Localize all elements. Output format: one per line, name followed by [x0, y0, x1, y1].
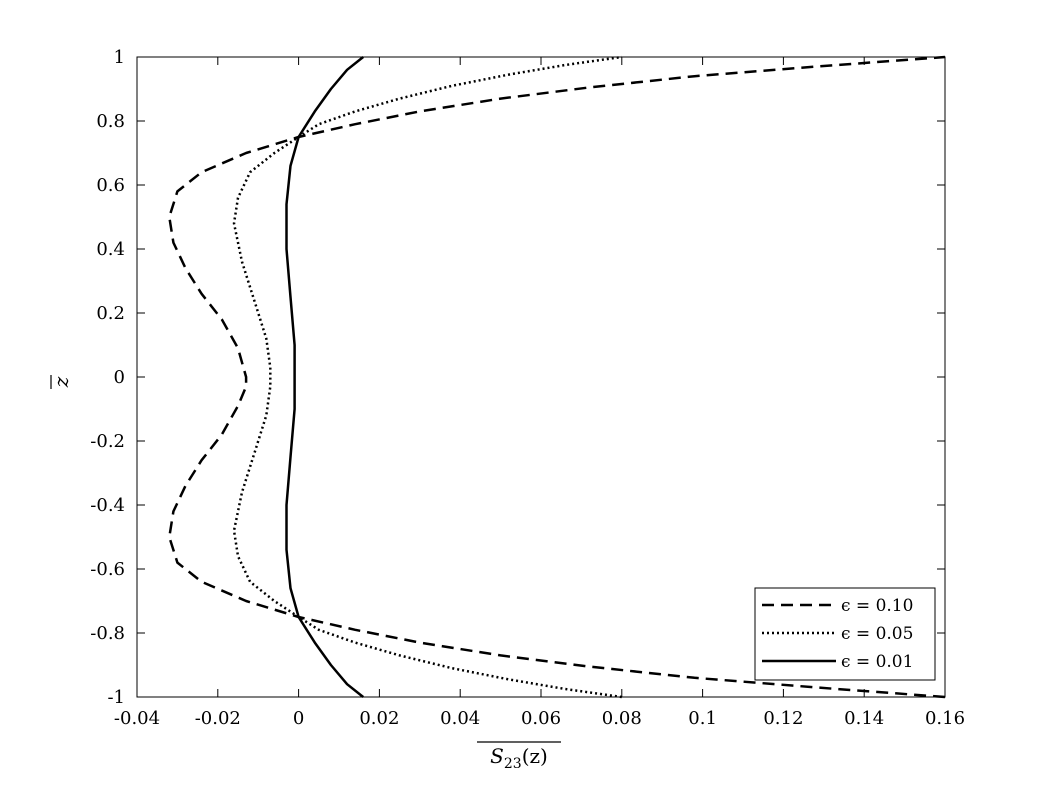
legend: ϵ = 0.10 ϵ = 0.05 ϵ = 0.01: [754, 587, 936, 681]
x-tick-label: 0.02: [359, 708, 399, 729]
y-tick-label: -0.2: [90, 431, 125, 452]
x-tick-label: -0.02: [195, 708, 241, 729]
x-tick-label: 0.08: [602, 708, 642, 729]
x-axis-label-subscript: 23: [504, 756, 522, 772]
x-tick-label: -0.04: [114, 708, 160, 729]
x-axis-label-tail: (z): [522, 744, 548, 768]
x-tick-label: 0.1: [688, 708, 717, 729]
series-line-0: [168, 55, 946, 699]
legend-box: [754, 587, 936, 681]
y-tick-label: 0.6: [96, 175, 125, 196]
y-tick-label: -0.4: [90, 495, 125, 516]
y-tick-label: -1: [107, 687, 125, 708]
y-tick-label: -0.8: [90, 623, 125, 644]
ticks: -0.04 -0.02 0 0.02 0.04 0.06 0.08 0.1 0.12 0.14 0.…: [90, 47, 965, 729]
x-tick-label: 0.06: [521, 708, 561, 729]
x-tick-label: 0.16: [925, 708, 965, 729]
x-tick-label: 0.12: [763, 708, 803, 729]
legend-label-1: ϵ = 0.05: [841, 624, 913, 644]
x-axis-label: S23(z): [490, 744, 548, 772]
series-layer: [168, 55, 946, 699]
y-tick-label: -0.6: [90, 559, 125, 580]
x-axis-label-main: S: [490, 744, 504, 768]
legend-label-2: ϵ = 0.01: [841, 652, 913, 672]
series-line-2: [285, 56, 364, 698]
x-tick-label: 0.04: [440, 708, 480, 729]
legend-label-0: ϵ = 0.10: [841, 596, 913, 616]
y-tick-label: 0.4: [96, 239, 125, 260]
y-tick-label: 0: [114, 367, 125, 388]
x-tick-label: 0.14: [844, 708, 884, 729]
y-axis-label: z: [49, 376, 73, 388]
series-line-1: [232, 55, 622, 699]
y-tick-label: 1: [114, 47, 125, 68]
x-tick-label: 0: [293, 708, 304, 729]
y-tick-label: 0.8: [96, 111, 125, 132]
y-tick-label: 0.2: [96, 303, 125, 324]
